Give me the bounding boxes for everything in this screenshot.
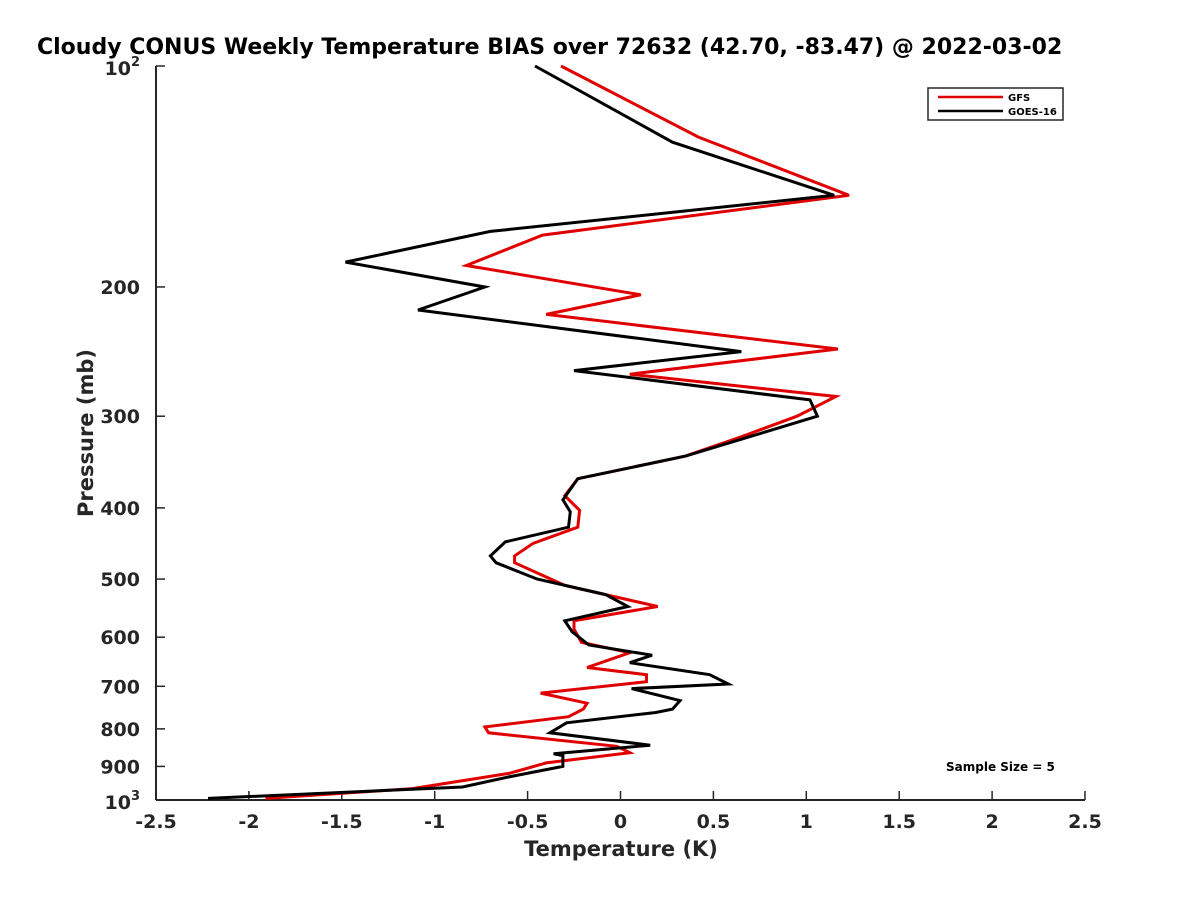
y-tick-label: 700 (100, 676, 140, 698)
x-tick-label: -2.5 (135, 811, 177, 833)
y-tick-label: 200 (100, 277, 140, 299)
x-tick-label: 2.5 (1068, 811, 1102, 833)
x-tick-label: 2 (985, 811, 998, 833)
legend: GFS GOES-16 (927, 87, 1064, 121)
x-tick-label: -1.5 (321, 811, 363, 833)
y-tick-base: 10 (105, 58, 131, 80)
legend-box (927, 87, 1064, 121)
y-tick-label: 500 (100, 569, 140, 591)
x-tick-label: 1.5 (882, 811, 916, 833)
y-tick-label: 103 (105, 789, 141, 814)
x-tick-label: -2 (238, 811, 259, 833)
x-tick-label: 0.5 (697, 811, 731, 833)
y-tick-label: 900 (100, 756, 140, 778)
plot-area: -2.5 -2 -1.5 -1 -0.5 0 0.5 1 1.5 2 2.5 10220030040… (100, 55, 1102, 833)
x-tick-label: 0 (614, 811, 627, 833)
y-tick-label: 300 (100, 406, 140, 428)
legend-label-goes16: GOES-16 (1008, 107, 1057, 118)
sample-size-annotation: Sample Size = 5 (946, 760, 1055, 774)
x-tick-label: 1 (800, 811, 813, 833)
y-tick-label: 800 (100, 719, 140, 741)
y-tick-label: 102 (105, 55, 141, 80)
y-tick-exponent: 2 (131, 55, 140, 70)
x-axis-ticks: -2.5 -2 -1.5 -1 -0.5 0 0.5 1 1.5 2 2.5 (135, 791, 1102, 833)
y-tick-label: 600 (100, 627, 140, 649)
series-group (207, 64, 850, 800)
y-tick-label: 400 (100, 498, 140, 520)
y-tick-base: 10 (105, 792, 131, 814)
legend-label-gfs: GFS (1008, 93, 1030, 104)
series-line-goes16 (207, 64, 835, 800)
x-axis-label: Temperature (K) (524, 837, 718, 861)
x-tick-label: -1 (424, 811, 445, 833)
y-tick-exponent: 3 (131, 789, 140, 804)
y-axis-label: Pressure (mb) (74, 349, 98, 517)
chart-title: Cloudy CONUS Weekly Temperature BIAS ove… (37, 35, 1062, 60)
x-tick-label: -0.5 (507, 811, 549, 833)
